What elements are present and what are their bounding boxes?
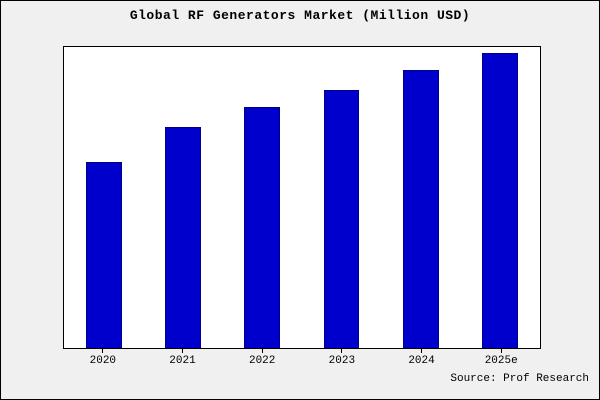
plot-area (63, 46, 541, 349)
x-tick (341, 349, 343, 353)
x-tick-label-2025e: 2025e (484, 355, 518, 367)
x-label-slot-2020: 2020 (63, 349, 143, 371)
x-axis-labels: 2020 2021 2022 2023 2024 2025e (63, 349, 541, 371)
bar-2025e (482, 52, 519, 348)
x-tick (500, 349, 502, 353)
x-label-slot-2021: 2021 (143, 349, 223, 371)
bar-2024 (403, 69, 439, 348)
bar-2023 (323, 90, 360, 348)
bar-2022 (244, 107, 281, 348)
x-label-slot-2025e: 2025e (461, 349, 541, 371)
bar-slot-2024 (381, 47, 460, 348)
x-label-slot-2022: 2022 (222, 349, 302, 371)
chart-title: Global RF Generators Market (Million USD… (129, 8, 471, 23)
x-tick-label-2022: 2022 (248, 355, 276, 367)
bar-slot-2022 (223, 47, 302, 348)
x-label-slot-2024: 2024 (382, 349, 462, 371)
x-tick (102, 349, 104, 353)
bar-slot-2021 (143, 47, 222, 348)
bar-2021 (165, 127, 201, 348)
x-tick-label-2023: 2023 (328, 355, 356, 367)
x-tick-label-2021: 2021 (169, 355, 196, 367)
bar-2020 (85, 161, 122, 348)
x-tick-label-2024: 2024 (408, 355, 435, 367)
bars (64, 47, 540, 348)
x-label-slot-2023: 2023 (302, 349, 382, 371)
bar-slot-2023 (302, 47, 381, 348)
x-tick (182, 349, 183, 353)
x-tick (261, 349, 263, 353)
source-note: Source: Prof Research (450, 373, 589, 385)
bar-slot-2025e (461, 47, 540, 348)
x-tick-label-2020: 2020 (89, 355, 117, 367)
x-tick (421, 349, 423, 353)
bar-slot-2020 (64, 47, 143, 348)
